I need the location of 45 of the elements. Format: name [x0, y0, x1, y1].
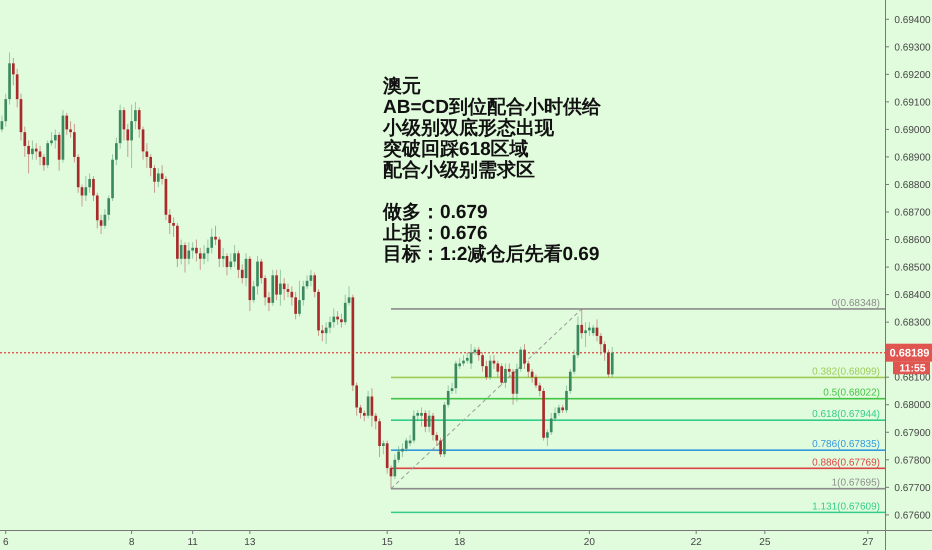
- annotation: 澳元: [382, 76, 421, 97]
- x-tick-label: 13: [244, 537, 256, 548]
- annotation: 小级别双底形态出现: [382, 117, 555, 139]
- y-tick-label: 0.69300: [894, 42, 932, 54]
- x-tick-label: 25: [759, 537, 771, 548]
- x-tick-label: 22: [690, 537, 702, 548]
- y-tick-label: 0.68400: [894, 290, 932, 302]
- x-tick-label: 6: [2, 537, 9, 548]
- annotation: 突破回踩618区域: [382, 138, 529, 160]
- y-tick-label: 0.69000: [894, 124, 932, 136]
- annotation: 止损：0.676: [382, 222, 488, 244]
- ref-line-label: 0.382(0.68099): [812, 366, 880, 378]
- y-tick-label: 0.68700: [894, 208, 932, 218]
- y-tick-label: 0.68800: [894, 180, 932, 191]
- y-tick-label: 0.69200: [894, 70, 932, 81]
- x-tick-label: 18: [454, 537, 466, 548]
- x-tick-label: 15: [382, 537, 394, 548]
- annotation: 目标：1:2减仓后先看0.69: [383, 243, 600, 265]
- x-tick-label: 27: [862, 537, 874, 548]
- ref-line-label: 0.5(0.68022): [823, 388, 880, 399]
- x-tick-label: 8: [128, 537, 135, 548]
- y-tick-label: 0.67600: [894, 510, 932, 522]
- ref-line-label: 0.68189: [890, 348, 930, 360]
- x-tick-label: 20: [584, 537, 596, 548]
- ref-line-label: 0.786(0.67835): [812, 439, 880, 450]
- y-tick-label: 0.68500: [894, 262, 932, 274]
- y-tick-label: 0.69100: [894, 97, 932, 108]
- annotation: AB=CD到位配合小时供给: [383, 96, 602, 118]
- text: 11:55: [899, 362, 926, 375]
- annotation: 配合小级别需求区: [383, 159, 535, 181]
- ref-line-label: 1.131(0.67609): [812, 501, 880, 512]
- ref-line-label: 1(0.67695): [832, 478, 880, 489]
- ref-line-label: 0.618(0.67944): [812, 409, 880, 420]
- ref-line-label: 0(0.68348): [832, 298, 880, 309]
- y-tick-label: 0.68900: [894, 152, 932, 164]
- ref-line-label: 0.886(0.67769): [812, 457, 880, 468]
- y-tick-label: 0.67700: [894, 482, 932, 494]
- y-tick-label: 0.68000: [894, 400, 932, 412]
- y-tick-label: 0.68600: [894, 235, 932, 246]
- annotation: 做多：0.679: [382, 202, 488, 223]
- y-tick-label: 0.67800: [894, 455, 932, 466]
- x-tick-label: 11: [187, 537, 198, 548]
- y-tick-label: 0.68300: [894, 318, 932, 329]
- y-tick-label: 0.69400: [894, 14, 932, 26]
- y-tick-label: 0.67900: [894, 428, 932, 439]
